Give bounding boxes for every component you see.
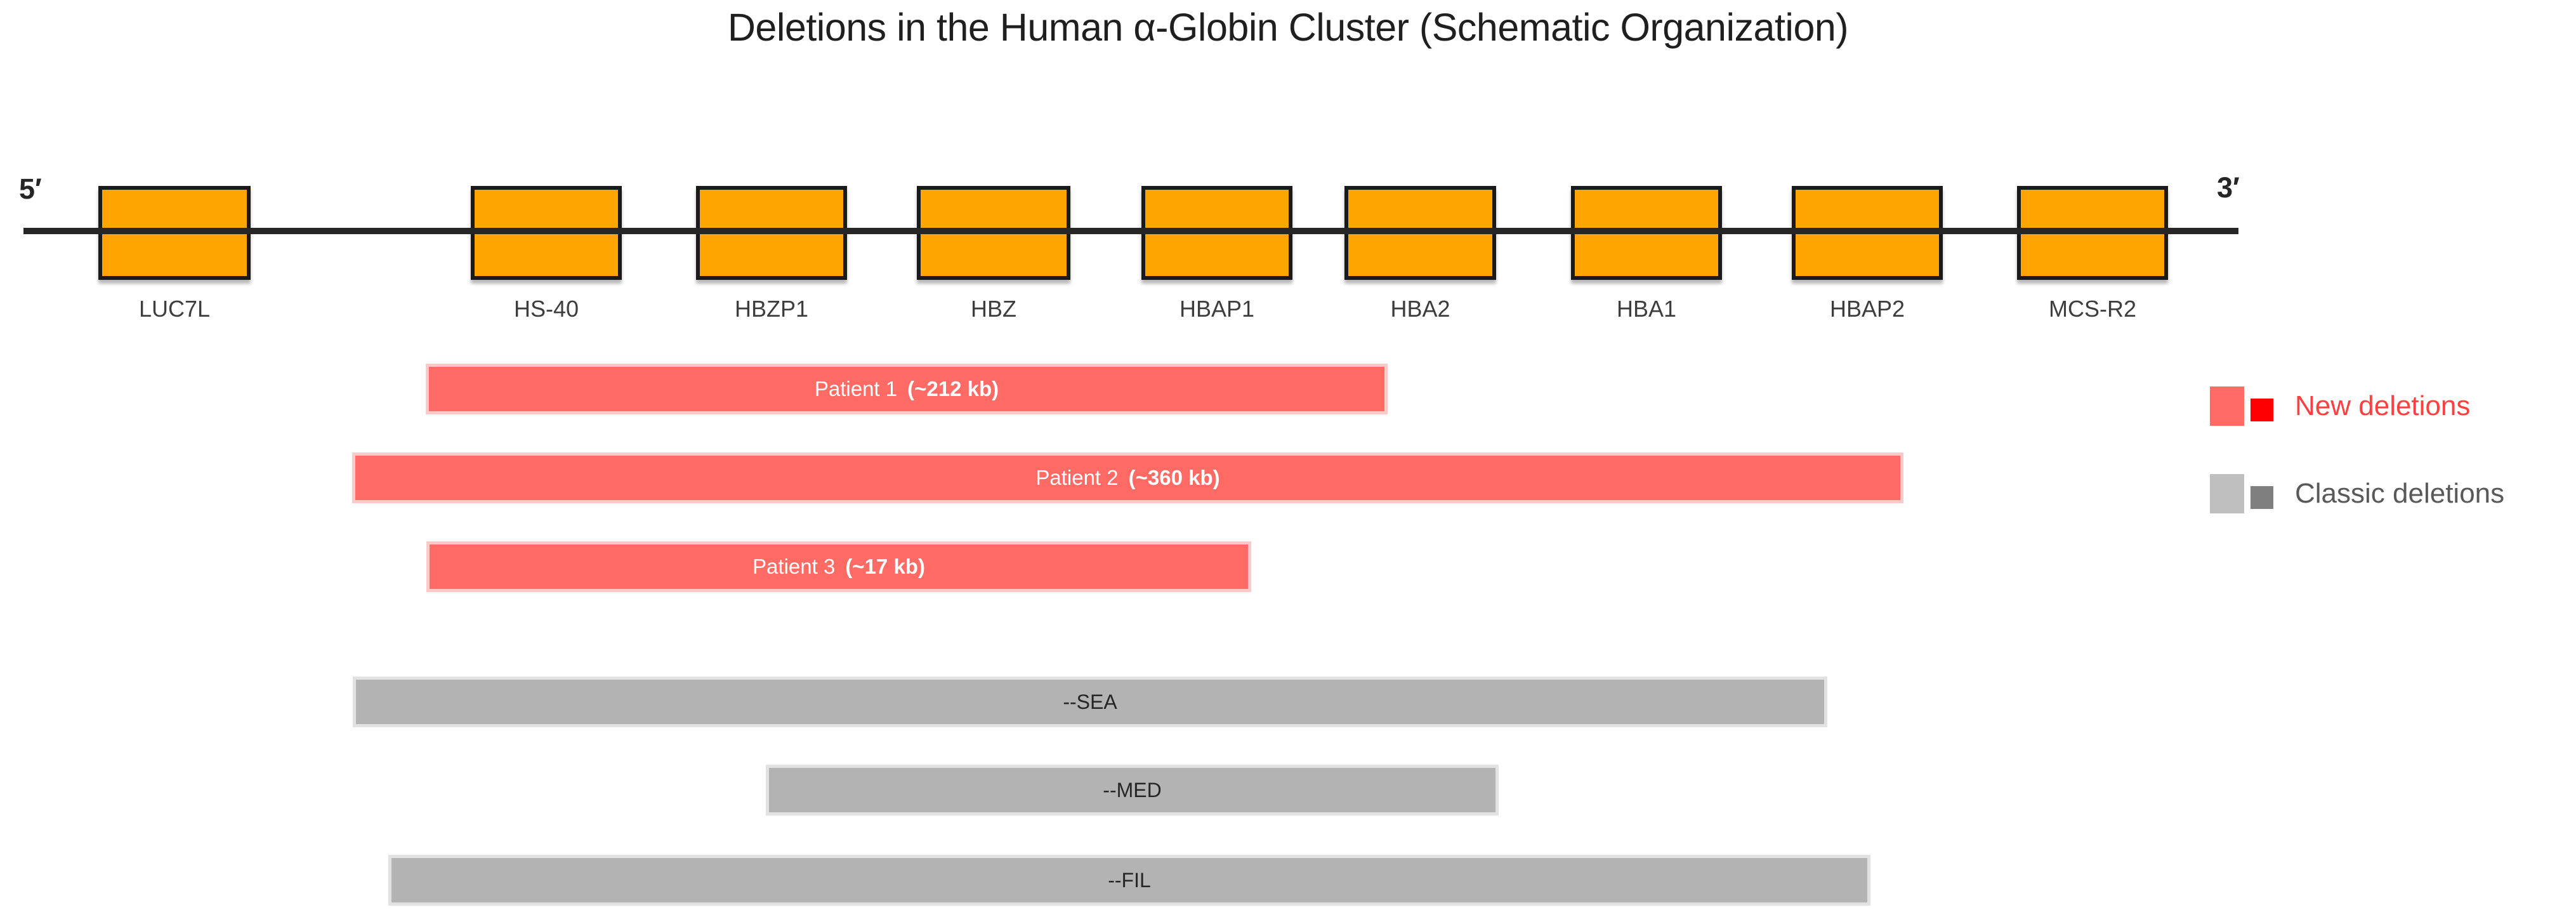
classic-deletions-swatch [2210, 474, 2244, 513]
gene-label-hbzp1: HBZP1 [734, 296, 809, 322]
gene-label-hbz: HBZ [971, 296, 1016, 322]
deletion-bar-label: --FIL [1108, 868, 1151, 892]
three-prime-label: 3′ [2217, 171, 2240, 204]
gene-label-hba2: HBA2 [1390, 296, 1450, 322]
classic-deletion-bar-fil: --FIL [388, 855, 1870, 906]
new-deletions-swatch [2210, 386, 2244, 426]
gene-label-mcs-r2: MCS-R2 [2048, 296, 2136, 322]
classic-deletions-bullet-icon [2251, 486, 2273, 509]
diagram-title: Deletions in the Human α-Globin Cluster … [727, 6, 1849, 49]
deletion-bar-label: --SEA [1063, 690, 1117, 713]
deletion-bar-size: (~360 kb) [1128, 466, 1220, 489]
legend-label-classic-deletions: Classic deletions [2295, 478, 2505, 509]
new-deletion-bar-patient-1: Patient 1 (~212 kb) [426, 364, 1388, 414]
deletion-bar-label: --MED [1103, 778, 1162, 802]
deletion-bar-size: (~17 kb) [845, 555, 925, 578]
new-deletion-bar-patient-3: Patient 3 (~17 kb) [426, 541, 1251, 592]
classic-deletion-bar-med: --MED [766, 765, 1499, 815]
gene-label-hba1: HBA1 [1616, 296, 1677, 322]
gene-label-hbap2: HBAP2 [1829, 296, 1905, 322]
deletion-bar-label: Patient 3 [752, 555, 836, 578]
gene-label-hs-40: HS-40 [513, 296, 579, 322]
legend-label-new-deletions: New deletions [2295, 390, 2471, 421]
classic-deletion-bar-sea: --SEA [353, 676, 1827, 727]
five-prime-label: 5′ [19, 173, 42, 205]
backbone-line [23, 228, 2238, 234]
new-deletion-bar-patient-2: Patient 2 (~360 kb) [352, 452, 1903, 503]
new-deletions-bullet-icon [2251, 399, 2273, 421]
gene-label-luc7l: LUC7L [138, 296, 211, 322]
deletion-bar-size: (~212 kb) [907, 377, 999, 400]
legend-item-new-deletions: New deletions [2210, 386, 2470, 426]
legend-item-classic-deletions: Classic deletions [2210, 473, 2504, 514]
gene-label-hbap1: HBAP1 [1179, 296, 1255, 322]
deletion-bar-label: Patient 1 [814, 377, 898, 400]
deletion-bar-label: Patient 2 [1035, 466, 1119, 489]
